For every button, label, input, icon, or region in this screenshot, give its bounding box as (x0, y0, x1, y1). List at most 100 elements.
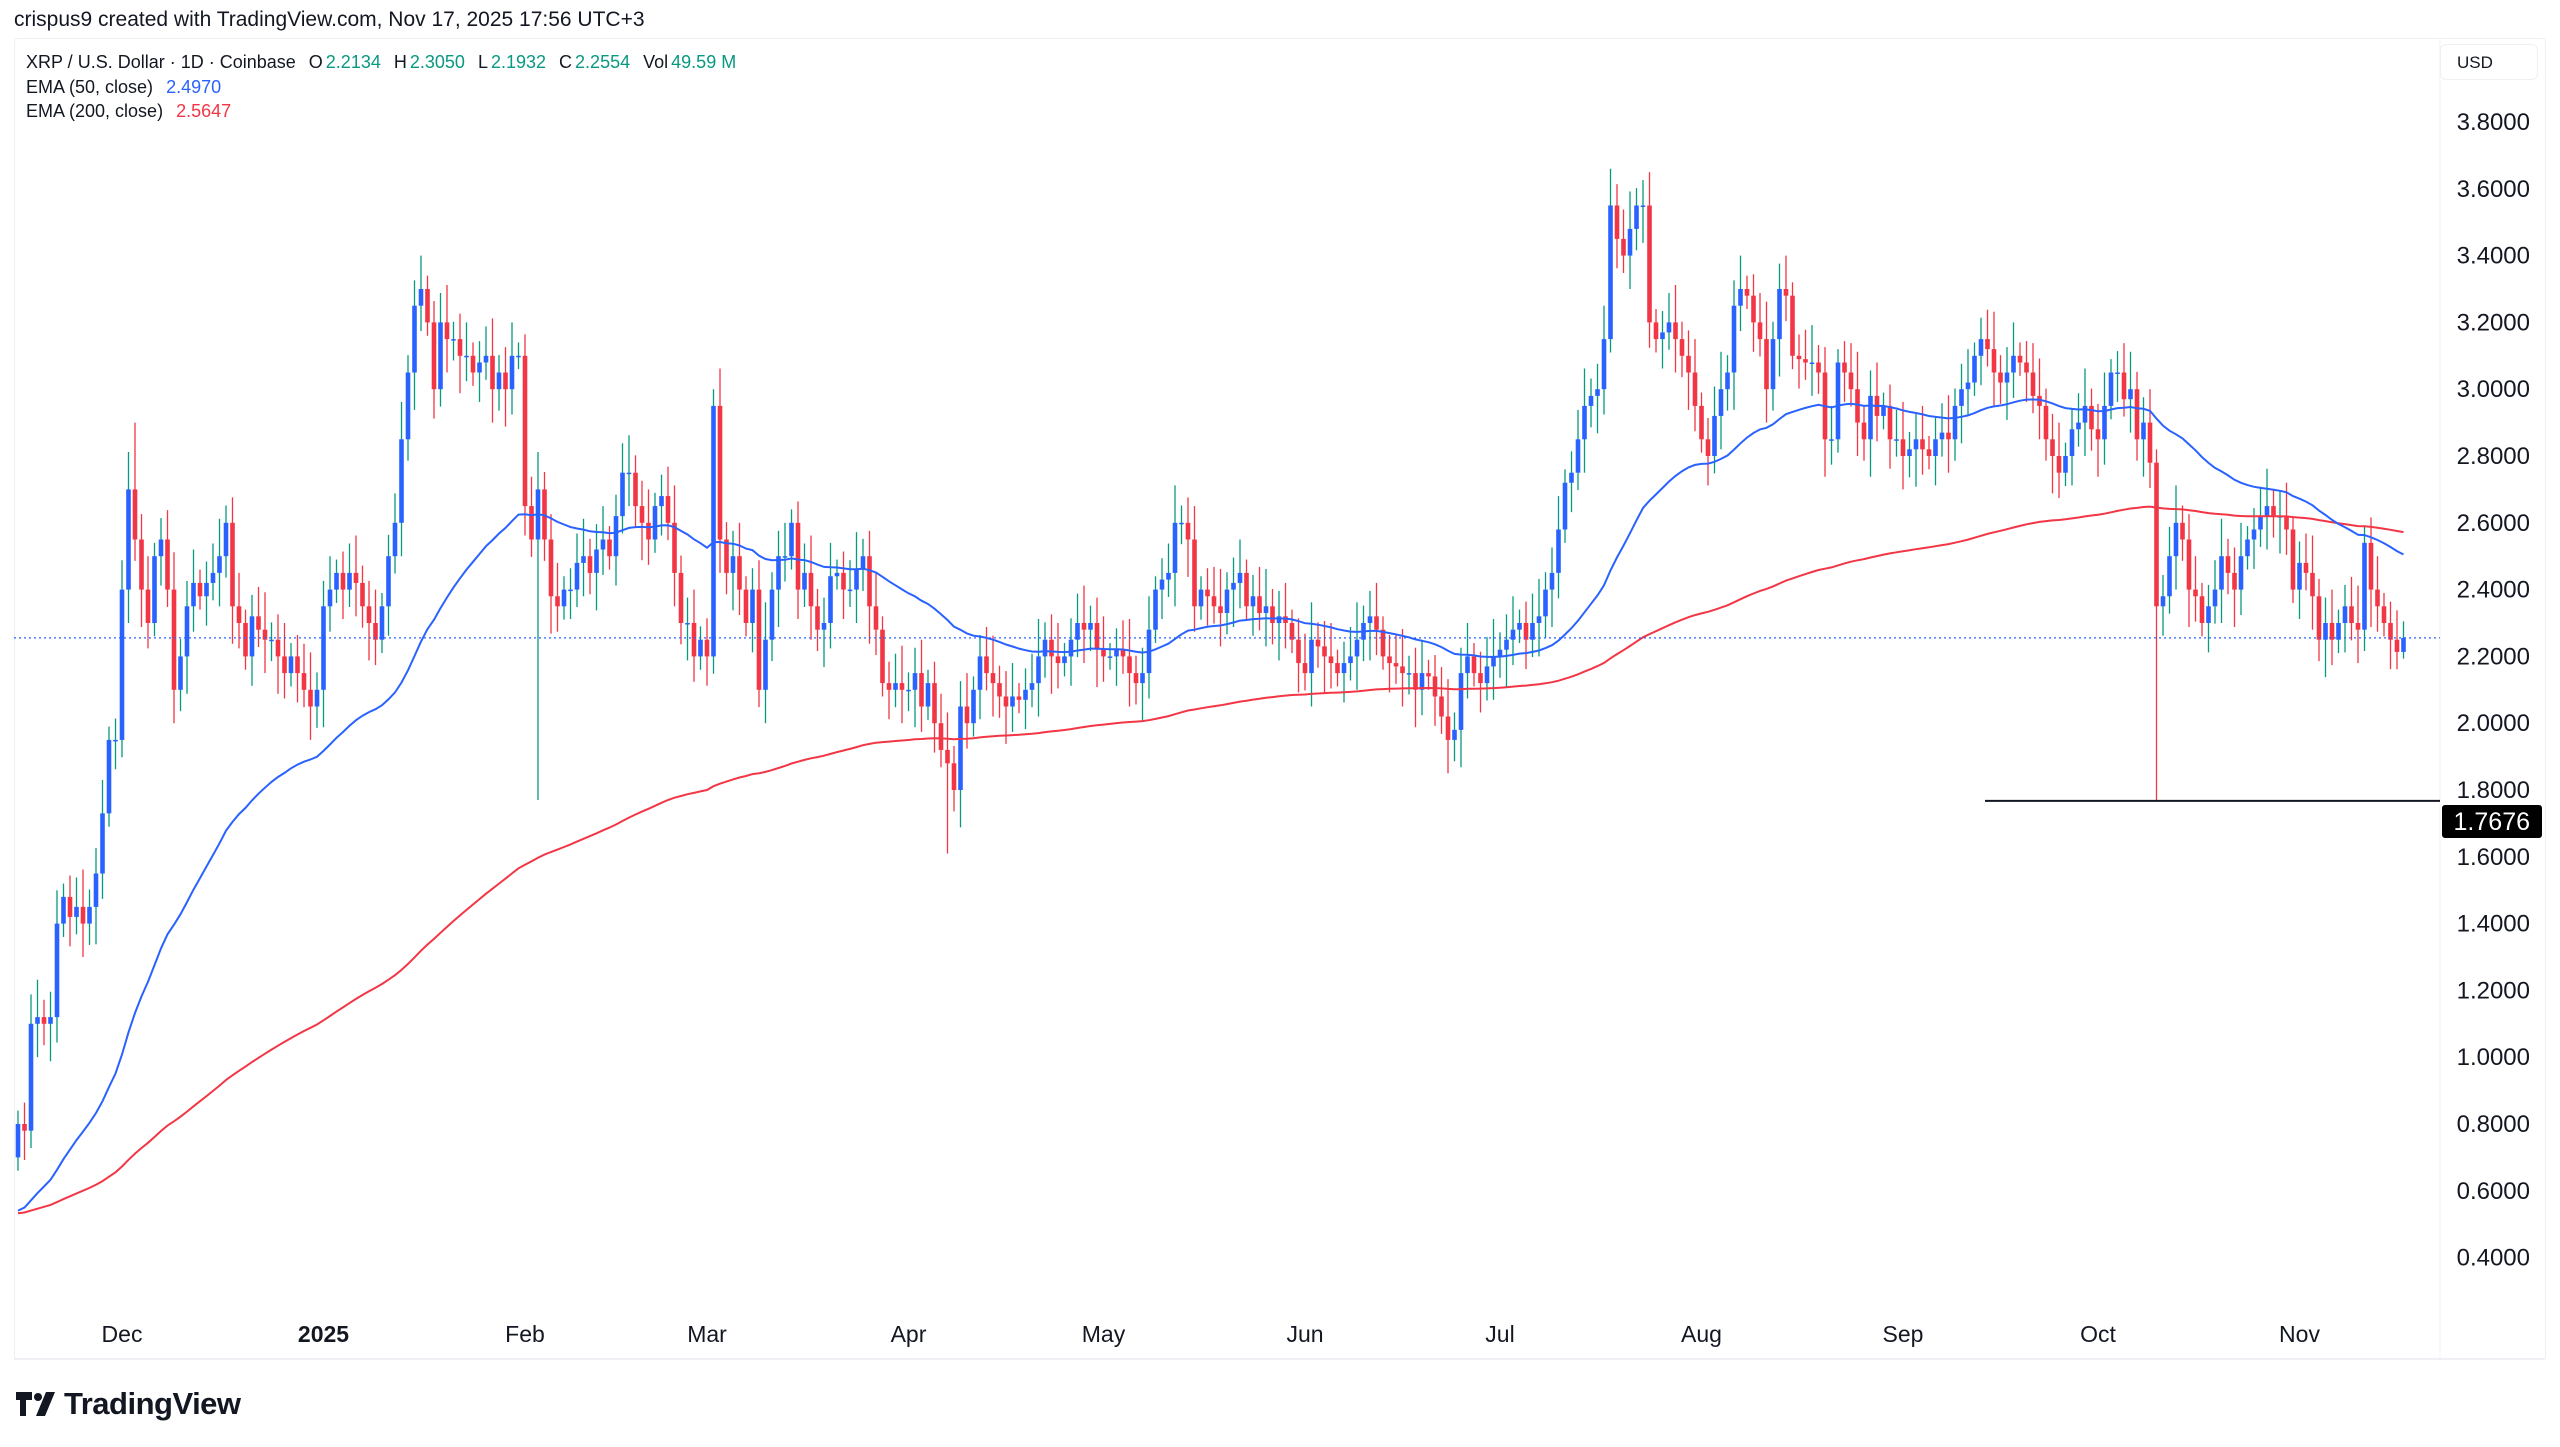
candle-up (2362, 542, 2367, 630)
y-tick-label: 3.8000 (2457, 109, 2530, 136)
open-value: 2.2134 (325, 52, 381, 72)
candle-down (1016, 696, 1022, 700)
candle-up (1354, 639, 1360, 657)
candle-up (568, 589, 573, 592)
candle-down (1296, 639, 1301, 664)
tradingview-logo[interactable]: TradingView (16, 1386, 241, 1422)
candle-up (1829, 439, 1834, 441)
y-tick-label: 2.6000 (2457, 510, 2530, 537)
candle-up (698, 639, 703, 657)
candle-up (854, 569, 859, 590)
candle-down (1185, 522, 1191, 540)
candle-down (1686, 355, 1691, 373)
candle-up (1666, 322, 1672, 333)
candle-down (2284, 516, 2289, 530)
candle-down (795, 522, 801, 590)
symbol-legend-row[interactable]: XRP / U.S. Dollar · 1D · Coinbase O 2.213… (26, 50, 739, 75)
x-tick-label: Oct (2080, 1321, 2116, 1347)
candle-down (1283, 616, 1288, 623)
candle-up (1556, 529, 1561, 573)
candle-up (1458, 673, 1464, 730)
ema200-label: EMA (200, close) (26, 101, 164, 121)
candle-up (158, 539, 164, 557)
candle-up (2115, 372, 2120, 374)
tradingview-brand: TradingView (64, 1386, 241, 1421)
candle-up (1484, 666, 1490, 684)
candle-up (2206, 606, 2211, 623)
candle-down (2017, 355, 2023, 363)
candle-down (880, 629, 885, 684)
candle-up (977, 656, 983, 690)
candle-down (1205, 589, 1210, 597)
candle-up (600, 539, 606, 550)
candle-up (925, 683, 931, 707)
candle-down (2154, 462, 2159, 607)
currency-button[interactable]: USD (2440, 44, 2538, 80)
candle-down (1393, 663, 1399, 667)
candle-up (1718, 389, 1724, 416)
candle-up (35, 1017, 40, 1024)
candle-up (613, 516, 619, 557)
candle-down (1991, 349, 1997, 373)
candle-up (1549, 572, 1555, 590)
candle-down (808, 572, 814, 607)
candle-up (217, 556, 222, 573)
x-tick-label: Dec (102, 1321, 143, 1347)
candle-up (405, 372, 411, 440)
candle-up (2173, 522, 2179, 557)
candle-up (1224, 589, 1230, 613)
candle-down (1387, 656, 1392, 664)
candle-down (1374, 616, 1379, 630)
candle-down (2290, 529, 2296, 590)
candle-up (314, 689, 320, 707)
candle-up (828, 576, 833, 623)
candle-up (626, 472, 632, 475)
candle-down (2310, 572, 2315, 597)
symbol-title: XRP / U.S. Dollar · 1D · Coinbase (26, 52, 296, 72)
candle-up (191, 582, 196, 607)
candle-down (1120, 649, 1126, 657)
candle-down (672, 522, 677, 573)
candle-up (1640, 205, 1646, 207)
candle-up (1959, 389, 1964, 406)
candle-up (1166, 572, 1171, 580)
candle-up (789, 522, 794, 557)
candle-down (1842, 362, 1847, 373)
candle-down (22, 1124, 27, 1131)
candle-down (1692, 372, 1698, 406)
candle-up (1172, 522, 1178, 573)
candle-down (1335, 663, 1340, 674)
ema200-legend-row[interactable]: EMA (200, close) 2.5647 (26, 99, 739, 124)
volume-value: 49.59 M (671, 52, 737, 72)
candle-down (1783, 289, 1789, 296)
candle-up (1777, 289, 1782, 340)
ema50-legend-row[interactable]: EMA (50, close) 2.4970 (26, 75, 739, 100)
candle-down (236, 606, 242, 623)
candle-up (1010, 696, 1015, 707)
candle-up (821, 623, 827, 630)
candle-up (1575, 439, 1581, 473)
candle-up (1263, 606, 1269, 613)
candle-down (555, 596, 560, 607)
candle-up (54, 923, 60, 1018)
chart-legend: XRP / U.S. Dollar · 1D · Coinbase O 2.213… (26, 50, 739, 124)
candle-up (1881, 405, 1886, 416)
candle-down (1803, 359, 1808, 363)
candle-down (490, 355, 495, 390)
candle-up (451, 339, 456, 341)
y-tick-label: 3.2000 (2457, 309, 2530, 336)
candle-up (1159, 579, 1165, 590)
close-value: 2.2554 (575, 52, 631, 72)
candle-up (802, 572, 807, 590)
candle-up (1952, 405, 1958, 440)
candle-down (1127, 656, 1132, 674)
candle-up (1406, 673, 1412, 675)
candle-up (1309, 639, 1314, 674)
candle-down (353, 572, 359, 583)
candle-down (282, 656, 287, 674)
candle-up (782, 556, 788, 558)
x-tick-label: 2025 (298, 1321, 349, 1347)
x-tick-label: May (1082, 1321, 1126, 1347)
candle-down (1322, 646, 1327, 657)
